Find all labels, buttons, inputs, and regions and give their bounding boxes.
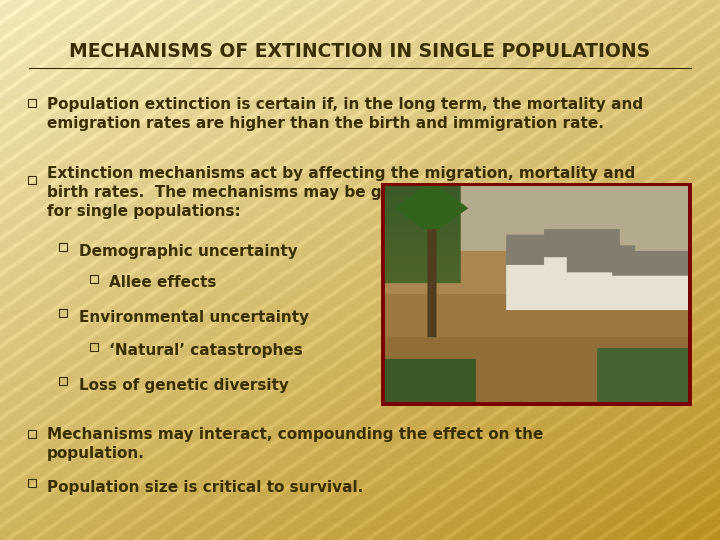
Bar <box>89 275 98 283</box>
Text: Loss of genetic diversity: Loss of genetic diversity <box>79 378 289 393</box>
Text: Extinction mechanisms act by affecting the migration, mortality and
birth rates.: Extinction mechanisms act by affecting t… <box>47 166 635 219</box>
Bar <box>29 99 36 106</box>
Text: Allee effects: Allee effects <box>109 275 217 291</box>
FancyBboxPatch shape <box>381 183 692 406</box>
Text: Population extinction is certain if, in the long term, the mortality and
emigrat: Population extinction is certain if, in … <box>47 97 643 131</box>
Text: Demographic uncertainty: Demographic uncertainty <box>79 244 298 259</box>
Bar <box>29 480 36 487</box>
Bar <box>59 244 68 251</box>
Bar <box>59 309 68 317</box>
Text: Population size is critical to survival.: Population size is critical to survival. <box>47 480 363 495</box>
Text: Environmental uncertainty: Environmental uncertainty <box>79 310 310 325</box>
Bar <box>59 377 68 386</box>
Text: MECHANISMS OF EXTINCTION IN SINGLE POPULATIONS: MECHANISMS OF EXTINCTION IN SINGLE POPUL… <box>69 42 651 61</box>
Bar <box>89 343 98 351</box>
Text: Mechanisms may interact, compounding the effect on the
population.: Mechanisms may interact, compounding the… <box>47 427 543 461</box>
Text: ‘Natural’ catastrophes: ‘Natural’ catastrophes <box>109 343 303 359</box>
Bar <box>29 430 36 437</box>
Bar <box>29 176 36 184</box>
